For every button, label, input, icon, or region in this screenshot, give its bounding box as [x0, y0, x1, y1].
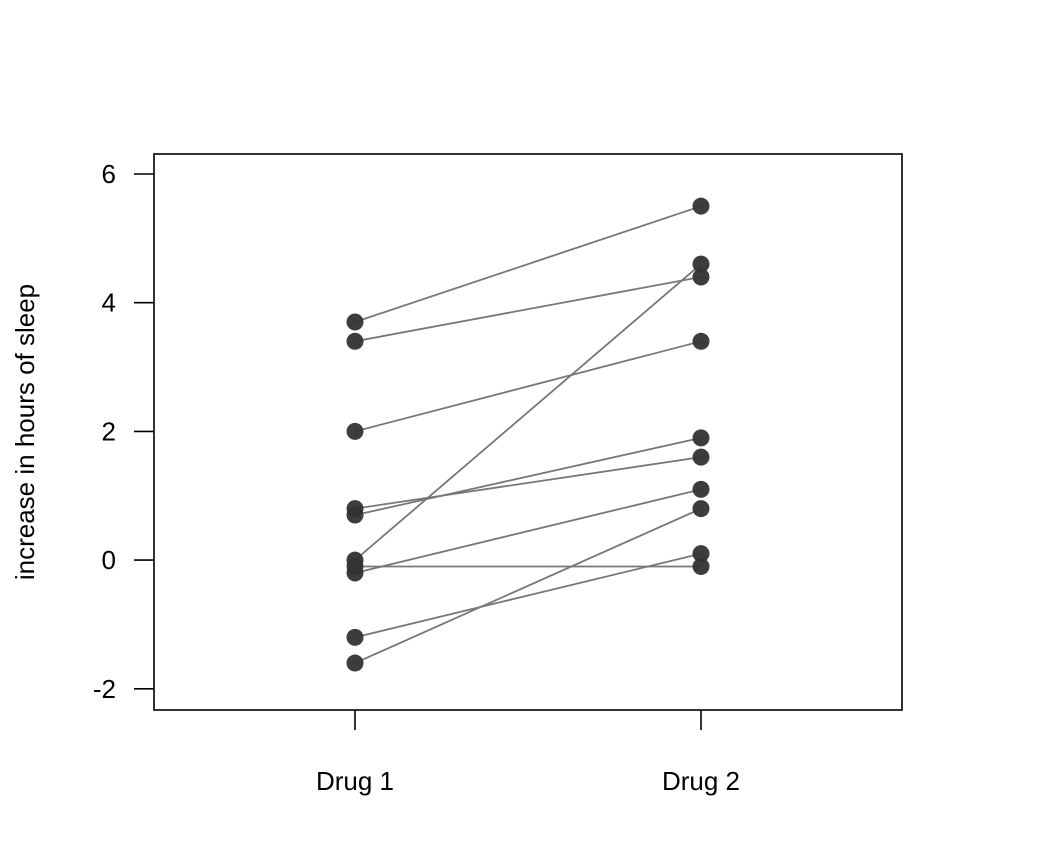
data-point — [692, 197, 710, 215]
data-point — [692, 545, 710, 563]
data-point — [346, 551, 364, 569]
y-axis-label: increase in hours of sleep — [10, 284, 40, 580]
pair-lines — [354, 205, 702, 664]
pair-line — [354, 276, 702, 343]
data-point — [346, 628, 364, 646]
data-point — [692, 500, 710, 518]
y-tick-label: 0 — [102, 545, 116, 575]
x-axis: Drug 1 Drug 2 — [316, 710, 740, 796]
y-tick-label: 2 — [102, 416, 116, 446]
pair-line — [354, 488, 702, 574]
data-point — [692, 448, 710, 466]
data-point — [692, 332, 710, 350]
data-point — [346, 654, 364, 672]
plot-frame — [153, 153, 903, 711]
data-point — [692, 480, 710, 498]
pair-line — [354, 507, 702, 664]
x-tick-label: Drug 1 — [316, 766, 394, 796]
pair-line — [354, 263, 702, 561]
x-tick-label: Drug 2 — [662, 766, 740, 796]
data-point — [346, 500, 364, 518]
y-tick-label: -2 — [93, 674, 116, 704]
data-points — [346, 197, 710, 672]
y-tick-label: 4 — [102, 288, 116, 318]
data-point — [346, 422, 364, 440]
data-point — [692, 255, 710, 273]
pair-line — [354, 436, 702, 516]
pair-line — [354, 552, 702, 639]
y-tick-label: 6 — [102, 159, 116, 189]
data-point — [692, 429, 710, 447]
data-point — [346, 332, 364, 350]
data-point — [692, 268, 710, 286]
pair-line — [354, 205, 702, 323]
y-axis: -2 0 2 4 6 — [93, 159, 154, 704]
data-point — [692, 558, 710, 576]
pair-line — [354, 456, 702, 510]
pair-line — [354, 340, 702, 433]
data-point — [346, 313, 364, 331]
